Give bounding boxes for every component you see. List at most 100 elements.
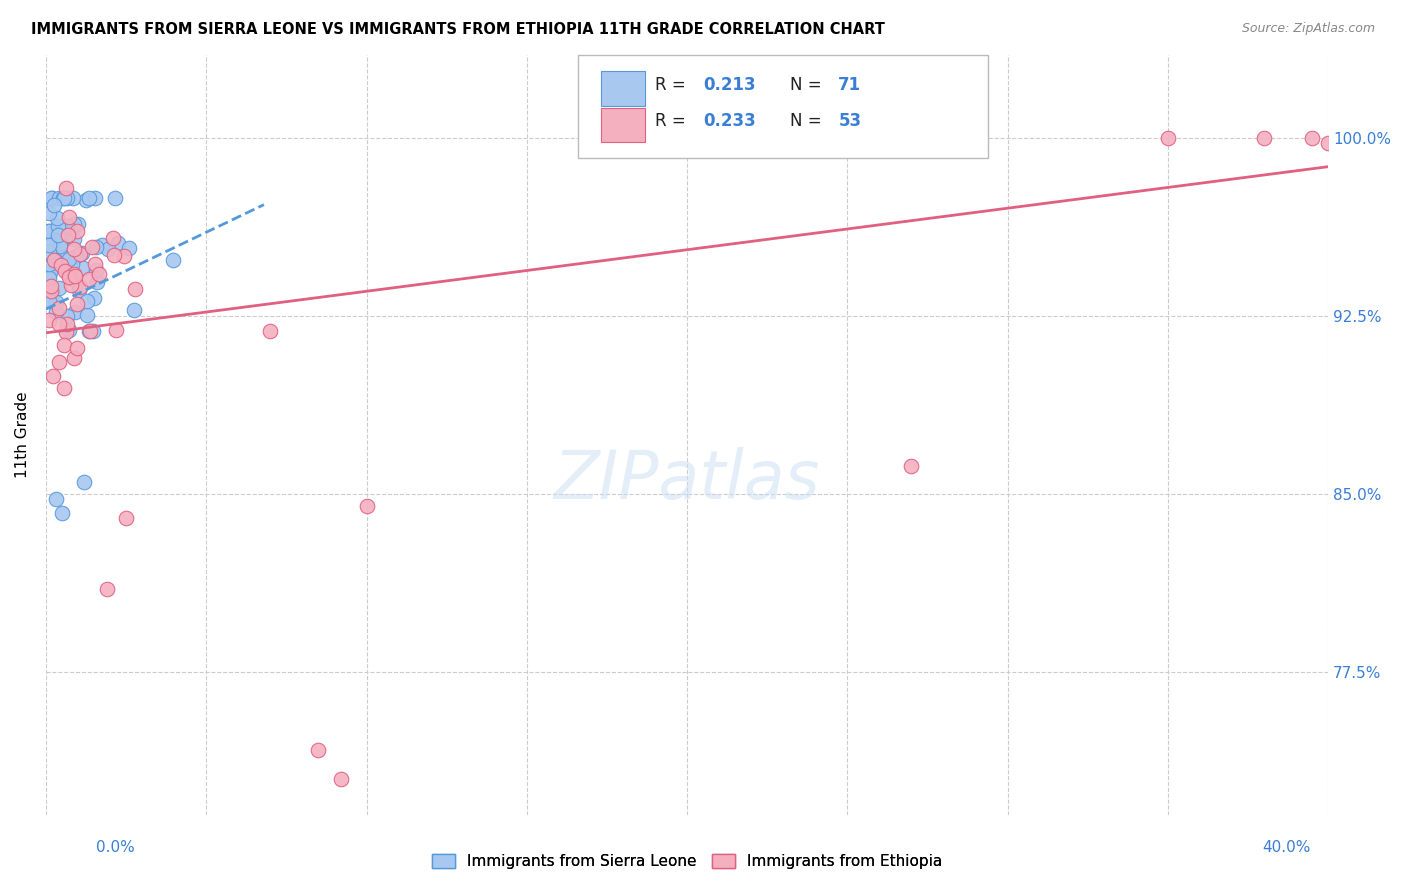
Point bbox=[56, 227, 79, 242]
FancyBboxPatch shape bbox=[602, 108, 645, 143]
Point bbox=[48, 281, 70, 295]
Point bbox=[104, 190, 127, 204]
Point bbox=[62, 190, 84, 204]
Point bbox=[58, 252, 80, 266]
Point bbox=[67, 217, 90, 231]
Point bbox=[41, 190, 63, 204]
Point bbox=[114, 249, 136, 263]
Point bbox=[45, 253, 67, 268]
Point bbox=[38, 292, 60, 306]
Point bbox=[77, 272, 100, 286]
Point bbox=[48, 317, 70, 331]
Point bbox=[38, 257, 60, 271]
Point bbox=[38, 237, 60, 252]
Point bbox=[86, 240, 108, 254]
FancyBboxPatch shape bbox=[602, 71, 645, 106]
Point bbox=[48, 354, 70, 368]
Y-axis label: 11th Grade: 11th Grade bbox=[15, 392, 30, 478]
Point bbox=[104, 323, 127, 337]
Point bbox=[38, 270, 60, 285]
Legend: Immigrants from Sierra Leone, Immigrants from Ethiopia: Immigrants from Sierra Leone, Immigrants… bbox=[426, 848, 948, 875]
Point bbox=[55, 325, 77, 339]
Point bbox=[45, 294, 67, 309]
Text: N =: N = bbox=[790, 112, 827, 130]
Point bbox=[49, 258, 72, 272]
Text: ZIPatlas: ZIPatlas bbox=[554, 448, 820, 514]
Point bbox=[66, 224, 89, 238]
Point bbox=[70, 246, 93, 260]
Point bbox=[42, 369, 65, 384]
Point bbox=[39, 284, 62, 298]
Point bbox=[82, 240, 104, 254]
Point bbox=[45, 305, 67, 319]
Point bbox=[38, 224, 60, 238]
Point bbox=[84, 263, 107, 277]
Point bbox=[62, 217, 84, 231]
Point bbox=[41, 285, 63, 300]
Point bbox=[124, 302, 146, 317]
Text: 53: 53 bbox=[838, 112, 862, 130]
Point bbox=[60, 278, 83, 293]
Point bbox=[38, 268, 60, 282]
Point bbox=[73, 475, 96, 490]
Text: R =: R = bbox=[655, 76, 690, 94]
Point bbox=[329, 772, 352, 786]
Point bbox=[63, 269, 86, 284]
Point bbox=[58, 210, 80, 224]
Point bbox=[356, 499, 378, 513]
Point bbox=[55, 309, 77, 323]
Point bbox=[96, 582, 118, 596]
Point bbox=[42, 226, 65, 240]
Point bbox=[39, 278, 62, 293]
Point bbox=[56, 219, 79, 233]
Point bbox=[97, 242, 120, 256]
Point bbox=[58, 269, 80, 284]
Point bbox=[101, 230, 124, 244]
Point bbox=[56, 266, 79, 280]
Point bbox=[45, 491, 67, 506]
Point bbox=[39, 265, 62, 279]
FancyBboxPatch shape bbox=[578, 55, 988, 158]
Point bbox=[38, 244, 60, 259]
Point bbox=[39, 247, 62, 261]
Text: 0.0%: 0.0% bbox=[96, 840, 135, 855]
Point bbox=[82, 324, 104, 338]
Point bbox=[1253, 131, 1275, 145]
Point bbox=[115, 511, 138, 525]
Point bbox=[77, 324, 100, 338]
Point bbox=[91, 237, 114, 252]
Point bbox=[118, 241, 141, 255]
Point bbox=[46, 211, 69, 225]
Text: N =: N = bbox=[790, 76, 827, 94]
Point bbox=[39, 190, 62, 204]
Point bbox=[66, 342, 89, 356]
Point bbox=[44, 197, 66, 211]
Point bbox=[107, 235, 129, 250]
Point bbox=[83, 291, 105, 305]
Point bbox=[84, 190, 107, 204]
Point bbox=[38, 294, 60, 309]
Point bbox=[72, 260, 94, 275]
Point bbox=[69, 247, 91, 261]
Point bbox=[1157, 131, 1180, 145]
Point bbox=[55, 181, 77, 195]
Point bbox=[63, 351, 86, 366]
Point bbox=[87, 268, 110, 282]
Point bbox=[49, 235, 72, 250]
Point bbox=[52, 190, 75, 204]
Point bbox=[48, 301, 70, 315]
Point bbox=[46, 234, 69, 248]
Point bbox=[52, 190, 75, 204]
Point bbox=[124, 282, 146, 296]
Point bbox=[48, 190, 70, 204]
Point bbox=[51, 250, 73, 264]
Point bbox=[79, 324, 101, 338]
Point bbox=[45, 247, 67, 261]
Point bbox=[1301, 131, 1323, 145]
Point bbox=[84, 256, 107, 270]
Point bbox=[49, 238, 72, 252]
Text: 71: 71 bbox=[838, 76, 862, 94]
Point bbox=[66, 297, 89, 311]
Point bbox=[53, 264, 76, 278]
Point bbox=[48, 219, 70, 234]
